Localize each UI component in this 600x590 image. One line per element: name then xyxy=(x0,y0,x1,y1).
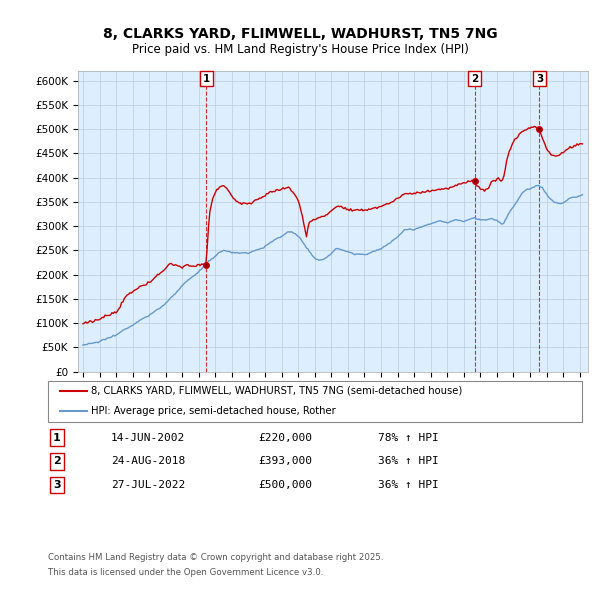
Text: 3: 3 xyxy=(53,480,61,490)
Text: 2: 2 xyxy=(471,74,478,84)
Text: 36% ↑ HPI: 36% ↑ HPI xyxy=(378,480,439,490)
Text: 3: 3 xyxy=(536,74,543,84)
Text: 27-JUL-2022: 27-JUL-2022 xyxy=(111,480,185,490)
Text: Contains HM Land Registry data © Crown copyright and database right 2025.: Contains HM Land Registry data © Crown c… xyxy=(48,553,383,562)
Text: 36% ↑ HPI: 36% ↑ HPI xyxy=(378,457,439,466)
Text: £220,000: £220,000 xyxy=(258,433,312,442)
Text: 1: 1 xyxy=(53,433,61,442)
Text: 8, CLARKS YARD, FLIMWELL, WADHURST, TN5 7NG (semi-detached house): 8, CLARKS YARD, FLIMWELL, WADHURST, TN5 … xyxy=(91,386,463,395)
Text: 8, CLARKS YARD, FLIMWELL, WADHURST, TN5 7NG: 8, CLARKS YARD, FLIMWELL, WADHURST, TN5 … xyxy=(103,27,497,41)
Text: 24-AUG-2018: 24-AUG-2018 xyxy=(111,457,185,466)
Text: £500,000: £500,000 xyxy=(258,480,312,490)
Text: 2: 2 xyxy=(53,457,61,466)
Text: HPI: Average price, semi-detached house, Rother: HPI: Average price, semi-detached house,… xyxy=(91,406,336,415)
Text: £393,000: £393,000 xyxy=(258,457,312,466)
Text: 1: 1 xyxy=(203,74,210,84)
Text: This data is licensed under the Open Government Licence v3.0.: This data is licensed under the Open Gov… xyxy=(48,568,323,577)
Text: 14-JUN-2002: 14-JUN-2002 xyxy=(111,433,185,442)
Text: Price paid vs. HM Land Registry's House Price Index (HPI): Price paid vs. HM Land Registry's House … xyxy=(131,43,469,56)
Text: 78% ↑ HPI: 78% ↑ HPI xyxy=(378,433,439,442)
